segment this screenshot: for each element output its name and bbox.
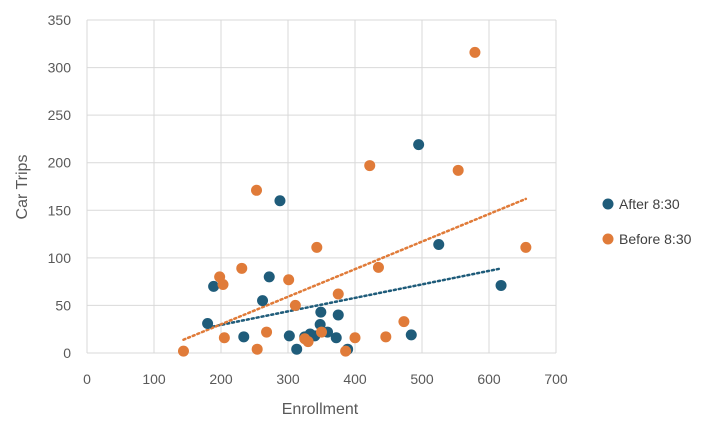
data-point-series-1 xyxy=(251,343,263,355)
data-point-series-1 xyxy=(316,326,327,338)
trendline-series-1 xyxy=(182,197,528,341)
data-point-series-1 xyxy=(289,299,301,311)
data-point-series-1 xyxy=(364,160,376,172)
data-point-series-1 xyxy=(380,331,392,343)
trendlines xyxy=(182,197,528,341)
data-point-series-0 xyxy=(315,306,327,318)
y-tick-label: 150 xyxy=(48,202,72,218)
x-tick-label: 100 xyxy=(142,371,166,387)
x-tick-label: 700 xyxy=(544,371,568,387)
data-point-series-0 xyxy=(433,239,445,251)
data-point-series-0 xyxy=(238,331,250,343)
legend: After 8:30 Before 8:30 xyxy=(602,196,692,247)
x-tick-label: 600 xyxy=(477,371,501,387)
data-point-series-1 xyxy=(217,278,229,290)
data-point-series-0 xyxy=(413,139,425,151)
data-point-series-0 xyxy=(291,343,303,355)
legend-label-series-0: After 8:30 xyxy=(619,196,680,212)
x-axis-title: Enrollment xyxy=(282,401,359,418)
data-point-series-1 xyxy=(340,345,352,357)
y-tick-label: 100 xyxy=(48,250,72,266)
data-point-series-1 xyxy=(236,262,248,274)
data-point-series-1 xyxy=(311,241,323,253)
y-tick-label: 350 xyxy=(48,12,72,28)
legend-marker-series-1 xyxy=(602,233,614,245)
data-points xyxy=(177,46,532,357)
data-point-series-0 xyxy=(257,295,269,307)
y-tick-label: 50 xyxy=(55,297,71,313)
data-point-series-1 xyxy=(398,316,410,328)
data-point-series-1 xyxy=(349,332,361,344)
data-point-series-1 xyxy=(302,336,314,348)
data-point-series-0 xyxy=(283,330,295,342)
data-point-series-1 xyxy=(261,326,273,338)
data-point-series-0 xyxy=(330,332,342,344)
data-point-series-0 xyxy=(332,309,344,321)
x-tick-label: 400 xyxy=(343,371,367,387)
data-point-series-1 xyxy=(372,261,384,273)
data-point-series-0 xyxy=(202,318,214,330)
y-tick-label: 200 xyxy=(48,155,72,171)
data-point-series-0 xyxy=(495,279,507,291)
legend-marker-series-0 xyxy=(602,198,614,210)
data-point-series-1 xyxy=(332,288,344,300)
data-point-series-1 xyxy=(520,241,532,253)
trendline-series-0 xyxy=(206,267,503,329)
y-tick-label: 0 xyxy=(63,345,71,361)
data-point-series-0 xyxy=(208,280,220,292)
data-point-series-1 xyxy=(283,274,295,286)
x-tick-label: 0 xyxy=(83,371,91,387)
data-point-series-1 xyxy=(218,332,230,344)
x-tick-label: 500 xyxy=(410,371,434,387)
data-point-series-1 xyxy=(469,46,481,58)
data-point-series-0 xyxy=(405,329,417,341)
grid-lines xyxy=(86,19,557,354)
x-tick-label: 300 xyxy=(276,371,300,387)
y-axis-title: Car Trips xyxy=(14,155,31,220)
data-point-series-1 xyxy=(177,345,189,357)
data-point-series-1 xyxy=(452,164,464,176)
data-point-series-0 xyxy=(263,271,275,283)
legend-label-series-1: Before 8:30 xyxy=(619,231,692,247)
data-point-series-1 xyxy=(251,184,263,196)
y-tick-label: 250 xyxy=(48,107,72,123)
x-tick-label: 200 xyxy=(209,371,233,387)
y-axis-ticks: 0 50 100 150 200 250 300 350 xyxy=(48,12,72,361)
y-tick-label: 300 xyxy=(48,60,72,76)
data-point-series-0 xyxy=(274,195,286,207)
x-axis-ticks: 0 100 200 300 400 500 600 700 xyxy=(83,371,568,387)
